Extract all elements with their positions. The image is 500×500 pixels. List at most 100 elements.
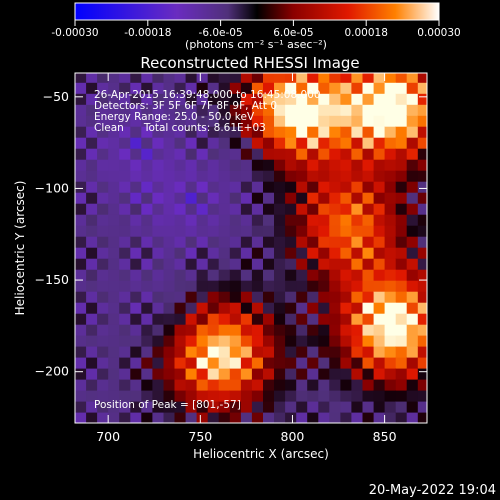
- heatmap-cell: [251, 324, 264, 336]
- heatmap-cell: [141, 280, 153, 292]
- heatmap-cell: [119, 82, 131, 94]
- heatmap-cell: [163, 313, 176, 325]
- heatmap-cell: [185, 137, 198, 149]
- heatmap-cell: [185, 368, 198, 380]
- heatmap-cell: [318, 104, 330, 116]
- heatmap-cell: [406, 115, 419, 127]
- heatmap-cell: [329, 137, 341, 149]
- heatmap-cell: [97, 280, 109, 292]
- x-tick-label: 850: [373, 429, 397, 444]
- heatmap-cell: [207, 104, 220, 116]
- heatmap-cell: [163, 368, 176, 380]
- heatmap-cell: [329, 73, 341, 83]
- heatmap-cell: [362, 181, 375, 193]
- heatmap-cell: [75, 401, 87, 413]
- heatmap-cell: [296, 73, 308, 83]
- heatmap-cell: [274, 236, 286, 248]
- heatmap-cell: [108, 313, 120, 325]
- heatmap-cell: [196, 379, 209, 391]
- heatmap-cell: [307, 368, 319, 380]
- heatmap-cell: [163, 181, 176, 193]
- heatmap-cell: [263, 379, 275, 391]
- heatmap-cell: [218, 236, 231, 248]
- heatmap-cell: [141, 73, 153, 83]
- heatmap-cell: [362, 280, 375, 292]
- heatmap-cell: [406, 148, 419, 160]
- heatmap-cell: [229, 335, 242, 347]
- heatmap-cell: [130, 357, 142, 369]
- heatmap-cell: [97, 93, 109, 105]
- heatmap-cell: [340, 280, 353, 292]
- heatmap-cell: [86, 93, 98, 105]
- heatmap-cell: [229, 203, 242, 215]
- x-tick-label: 750: [188, 429, 212, 444]
- heatmap-cell: [218, 73, 231, 83]
- heatmap-cell: [329, 214, 341, 226]
- heatmap-cell: [75, 390, 87, 402]
- heatmap-cell: [75, 302, 87, 314]
- heatmap-cell: [274, 148, 286, 160]
- heatmap-cell: [362, 291, 375, 303]
- heatmap-cell: [318, 313, 330, 325]
- heatmap-cell: [406, 93, 419, 105]
- heatmap-cell: [373, 401, 386, 413]
- heatmap-cell: [86, 313, 98, 325]
- heatmap-cell: [406, 401, 419, 413]
- heatmap-cell: [417, 214, 427, 226]
- heatmap-cell: [185, 225, 198, 237]
- heatmap-cell: [362, 148, 375, 160]
- heatmap-cell: [395, 115, 408, 127]
- heatmap-cell: [174, 181, 187, 193]
- heatmap-cell: [340, 93, 353, 105]
- heatmap-cell: [108, 192, 120, 204]
- heatmap-cell: [351, 379, 364, 391]
- heatmap-cell: [86, 324, 98, 336]
- heatmap-cell: [75, 181, 87, 193]
- heatmap-cell: [384, 225, 397, 237]
- heatmap-cell: [108, 280, 120, 292]
- heatmap-cell: [274, 225, 286, 237]
- heatmap-cell: [340, 357, 353, 369]
- heatmap-cell: [296, 412, 308, 423]
- heatmap-cell: [406, 82, 419, 94]
- heatmap-cell: [251, 93, 264, 105]
- heatmap-cell: [362, 82, 375, 94]
- heatmap-cell: [163, 126, 176, 138]
- heatmap-cell: [75, 192, 87, 204]
- colorbar-tick-label: -0.00030: [51, 27, 98, 39]
- heatmap-cell: [240, 313, 253, 325]
- heatmap-cell: [373, 258, 386, 270]
- heatmap-cell: [108, 148, 120, 160]
- heatmap-cell: [119, 115, 131, 127]
- heatmap-cell: [251, 73, 264, 83]
- heatmap-cell: [340, 324, 353, 336]
- heatmap-cell: [97, 313, 109, 325]
- heatmap-cell: [240, 214, 253, 226]
- heatmap-cell: [240, 412, 253, 423]
- heatmap-cell: [240, 104, 253, 116]
- heatmap-cell: [240, 280, 253, 292]
- heatmap-cell: [263, 247, 275, 259]
- heatmap-cell: [329, 302, 341, 314]
- heatmap-cell: [108, 236, 120, 248]
- heatmap-cell: [75, 335, 87, 347]
- heatmap-cell: [130, 181, 142, 193]
- heatmap-cell: [97, 335, 109, 347]
- heatmap-cell: [97, 401, 109, 413]
- heatmap-cell: [307, 203, 319, 215]
- heatmap-cell: [207, 401, 220, 413]
- heatmap-cell: [329, 379, 341, 391]
- heatmap-cell: [185, 379, 198, 391]
- heatmap-cell: [130, 401, 142, 413]
- heatmap-cell: [229, 192, 242, 204]
- heatmap-cell: [207, 335, 220, 347]
- heatmap-cell: [318, 225, 330, 237]
- heatmap-cell: [119, 335, 131, 347]
- heatmap-cell: [218, 258, 231, 270]
- heatmap-cell: [119, 104, 131, 116]
- colorbar-unit-label: (photons cm⁻² s⁻¹ asec⁻²): [185, 38, 327, 51]
- heatmap-cell: [108, 159, 120, 171]
- heatmap-cell: [119, 346, 131, 358]
- heatmap-cell: [329, 93, 341, 105]
- heatmap-cell: [340, 247, 353, 259]
